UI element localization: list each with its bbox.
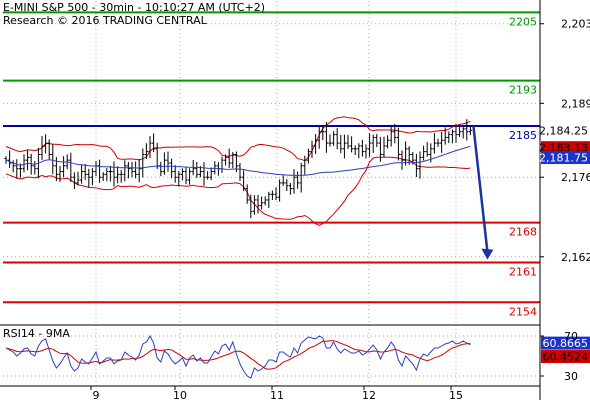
- bollinger-price-tag-box: [541, 141, 590, 155]
- bollinger-bands: [5, 116, 471, 226]
- time-axis: 9 10 11 12 15: [90, 386, 463, 400]
- level-label-2154: 2154: [509, 305, 537, 318]
- rsi-value-tag-box: [541, 336, 590, 350]
- rsi-ma-line: [5, 340, 471, 370]
- level-label-2185: 2185: [509, 129, 537, 142]
- time-tick-label: 11: [270, 389, 284, 400]
- rsi-ma-value-tag-box: [541, 350, 590, 364]
- projection-arrow: [472, 125, 494, 260]
- rsi-panel: 70 30: [3, 330, 578, 383]
- bollinger-upper: [5, 116, 471, 162]
- rsi-tick-label: 70: [564, 330, 578, 343]
- rsi-ma-value-tag: 60.4524: [543, 351, 589, 364]
- ma-price-tag: 2,181.75: [539, 152, 588, 165]
- price-tick-label: 2,189: [561, 97, 590, 110]
- moving-average: [5, 145, 471, 177]
- price-tick-label: 2,162: [561, 251, 590, 264]
- time-tick-label: 10: [173, 389, 187, 400]
- last-price-tag: 2,184.25: [539, 124, 588, 137]
- rsi-line: [5, 334, 471, 379]
- bollinger-lower: [5, 156, 471, 226]
- price-tick-label: 2,176: [561, 171, 590, 184]
- ma-price-tag-box: [541, 151, 590, 165]
- rsi-title: RSI14 - 9MA: [3, 327, 70, 340]
- time-tick-label: 9: [93, 389, 100, 400]
- rsi-tick-label: 30: [564, 370, 578, 383]
- grid: [3, 1, 540, 386]
- chart-title: E-MINI S&P 500 - 30min - 10:10:27 AM (UT…: [3, 1, 265, 14]
- time-tick-label: 15: [449, 389, 463, 400]
- copyright-notice: Research © 2016 TRADING CENTRAL: [3, 14, 207, 27]
- levels: 2205 2193 2185 2168 2161 2154: [3, 11, 540, 318]
- level-label-2193: 2193: [509, 84, 537, 97]
- last-price-tag-box: [541, 123, 590, 137]
- level-label-2161: 2161: [509, 265, 537, 278]
- time-tick-label: 12: [362, 389, 376, 400]
- projection-arrow-head: [481, 248, 494, 260]
- price-tick-label: 2,203: [561, 18, 590, 31]
- level-label-2168: 2168: [509, 226, 537, 239]
- projection-arrow-shaft: [472, 125, 489, 252]
- level-label-2205: 2205: [509, 15, 537, 28]
- price-bars: [4, 119, 472, 219]
- rsi-value-tag: 60.8665: [543, 337, 589, 350]
- moving-average-line: [5, 145, 471, 177]
